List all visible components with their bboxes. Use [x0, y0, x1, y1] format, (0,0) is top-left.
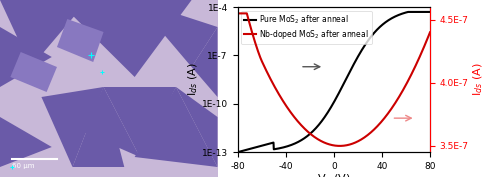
Pure MoS$_2$ after anneal — [380, 24, 386, 26]
Nb-doped MoS$_2$ after anneal — [348, 143, 354, 145]
Nb-doped MoS$_2$ after anneal — [336, 145, 342, 147]
X-axis label: V$_g$ (V): V$_g$ (V) — [317, 172, 350, 177]
Nb-doped MoS$_2$ after anneal — [364, 135, 370, 137]
Nb-doped MoS$_2$ after anneal — [380, 119, 386, 121]
Pure MoS$_2$ after anneal — [284, 145, 290, 147]
Polygon shape — [72, 87, 124, 167]
Nb-doped MoS$_2$ after anneal — [284, 106, 290, 108]
Polygon shape — [42, 87, 104, 167]
Line: Nb-doped MoS$_2$ after anneal: Nb-doped MoS$_2$ after anneal — [238, 13, 430, 146]
Text: 60 μm: 60 μm — [12, 163, 35, 169]
Nb-doped MoS$_2$ after anneal — [234, 12, 240, 15]
Polygon shape — [0, 27, 52, 87]
Line: Pure MoS$_2$ after anneal: Pure MoS$_2$ after anneal — [238, 12, 430, 152]
Y-axis label: I$_{ds}$ (A): I$_{ds}$ (A) — [472, 63, 485, 96]
Polygon shape — [10, 52, 57, 92]
Pure MoS$_2$ after anneal — [234, 151, 240, 153]
Legend: Pure MoS$_2$ after anneal, Nb-doped MoS$_2$ after anneal: Pure MoS$_2$ after anneal, Nb-doped MoS$… — [242, 11, 372, 44]
Polygon shape — [176, 87, 218, 167]
Y-axis label: I$_{ds}$ (A): I$_{ds}$ (A) — [186, 63, 200, 96]
Pure MoS$_2$ after anneal — [363, 42, 369, 45]
Pure MoS$_2$ after anneal — [322, 116, 328, 118]
Pure MoS$_2$ after anneal — [427, 11, 433, 13]
Polygon shape — [0, 0, 88, 67]
Polygon shape — [83, 87, 140, 157]
Polygon shape — [192, 27, 218, 97]
Polygon shape — [134, 0, 218, 67]
Polygon shape — [57, 19, 104, 62]
Nb-doped MoS$_2$ after anneal — [268, 80, 274, 82]
Pure MoS$_2$ after anneal — [268, 142, 274, 144]
Nb-doped MoS$_2$ after anneal — [322, 142, 328, 144]
Polygon shape — [0, 117, 52, 167]
Pure MoS$_2$ after anneal — [405, 11, 411, 13]
Polygon shape — [104, 87, 176, 157]
Polygon shape — [134, 87, 218, 167]
Nb-doped MoS$_2$ after anneal — [427, 31, 433, 33]
Pure MoS$_2$ after anneal — [348, 68, 354, 71]
Polygon shape — [57, 0, 192, 77]
